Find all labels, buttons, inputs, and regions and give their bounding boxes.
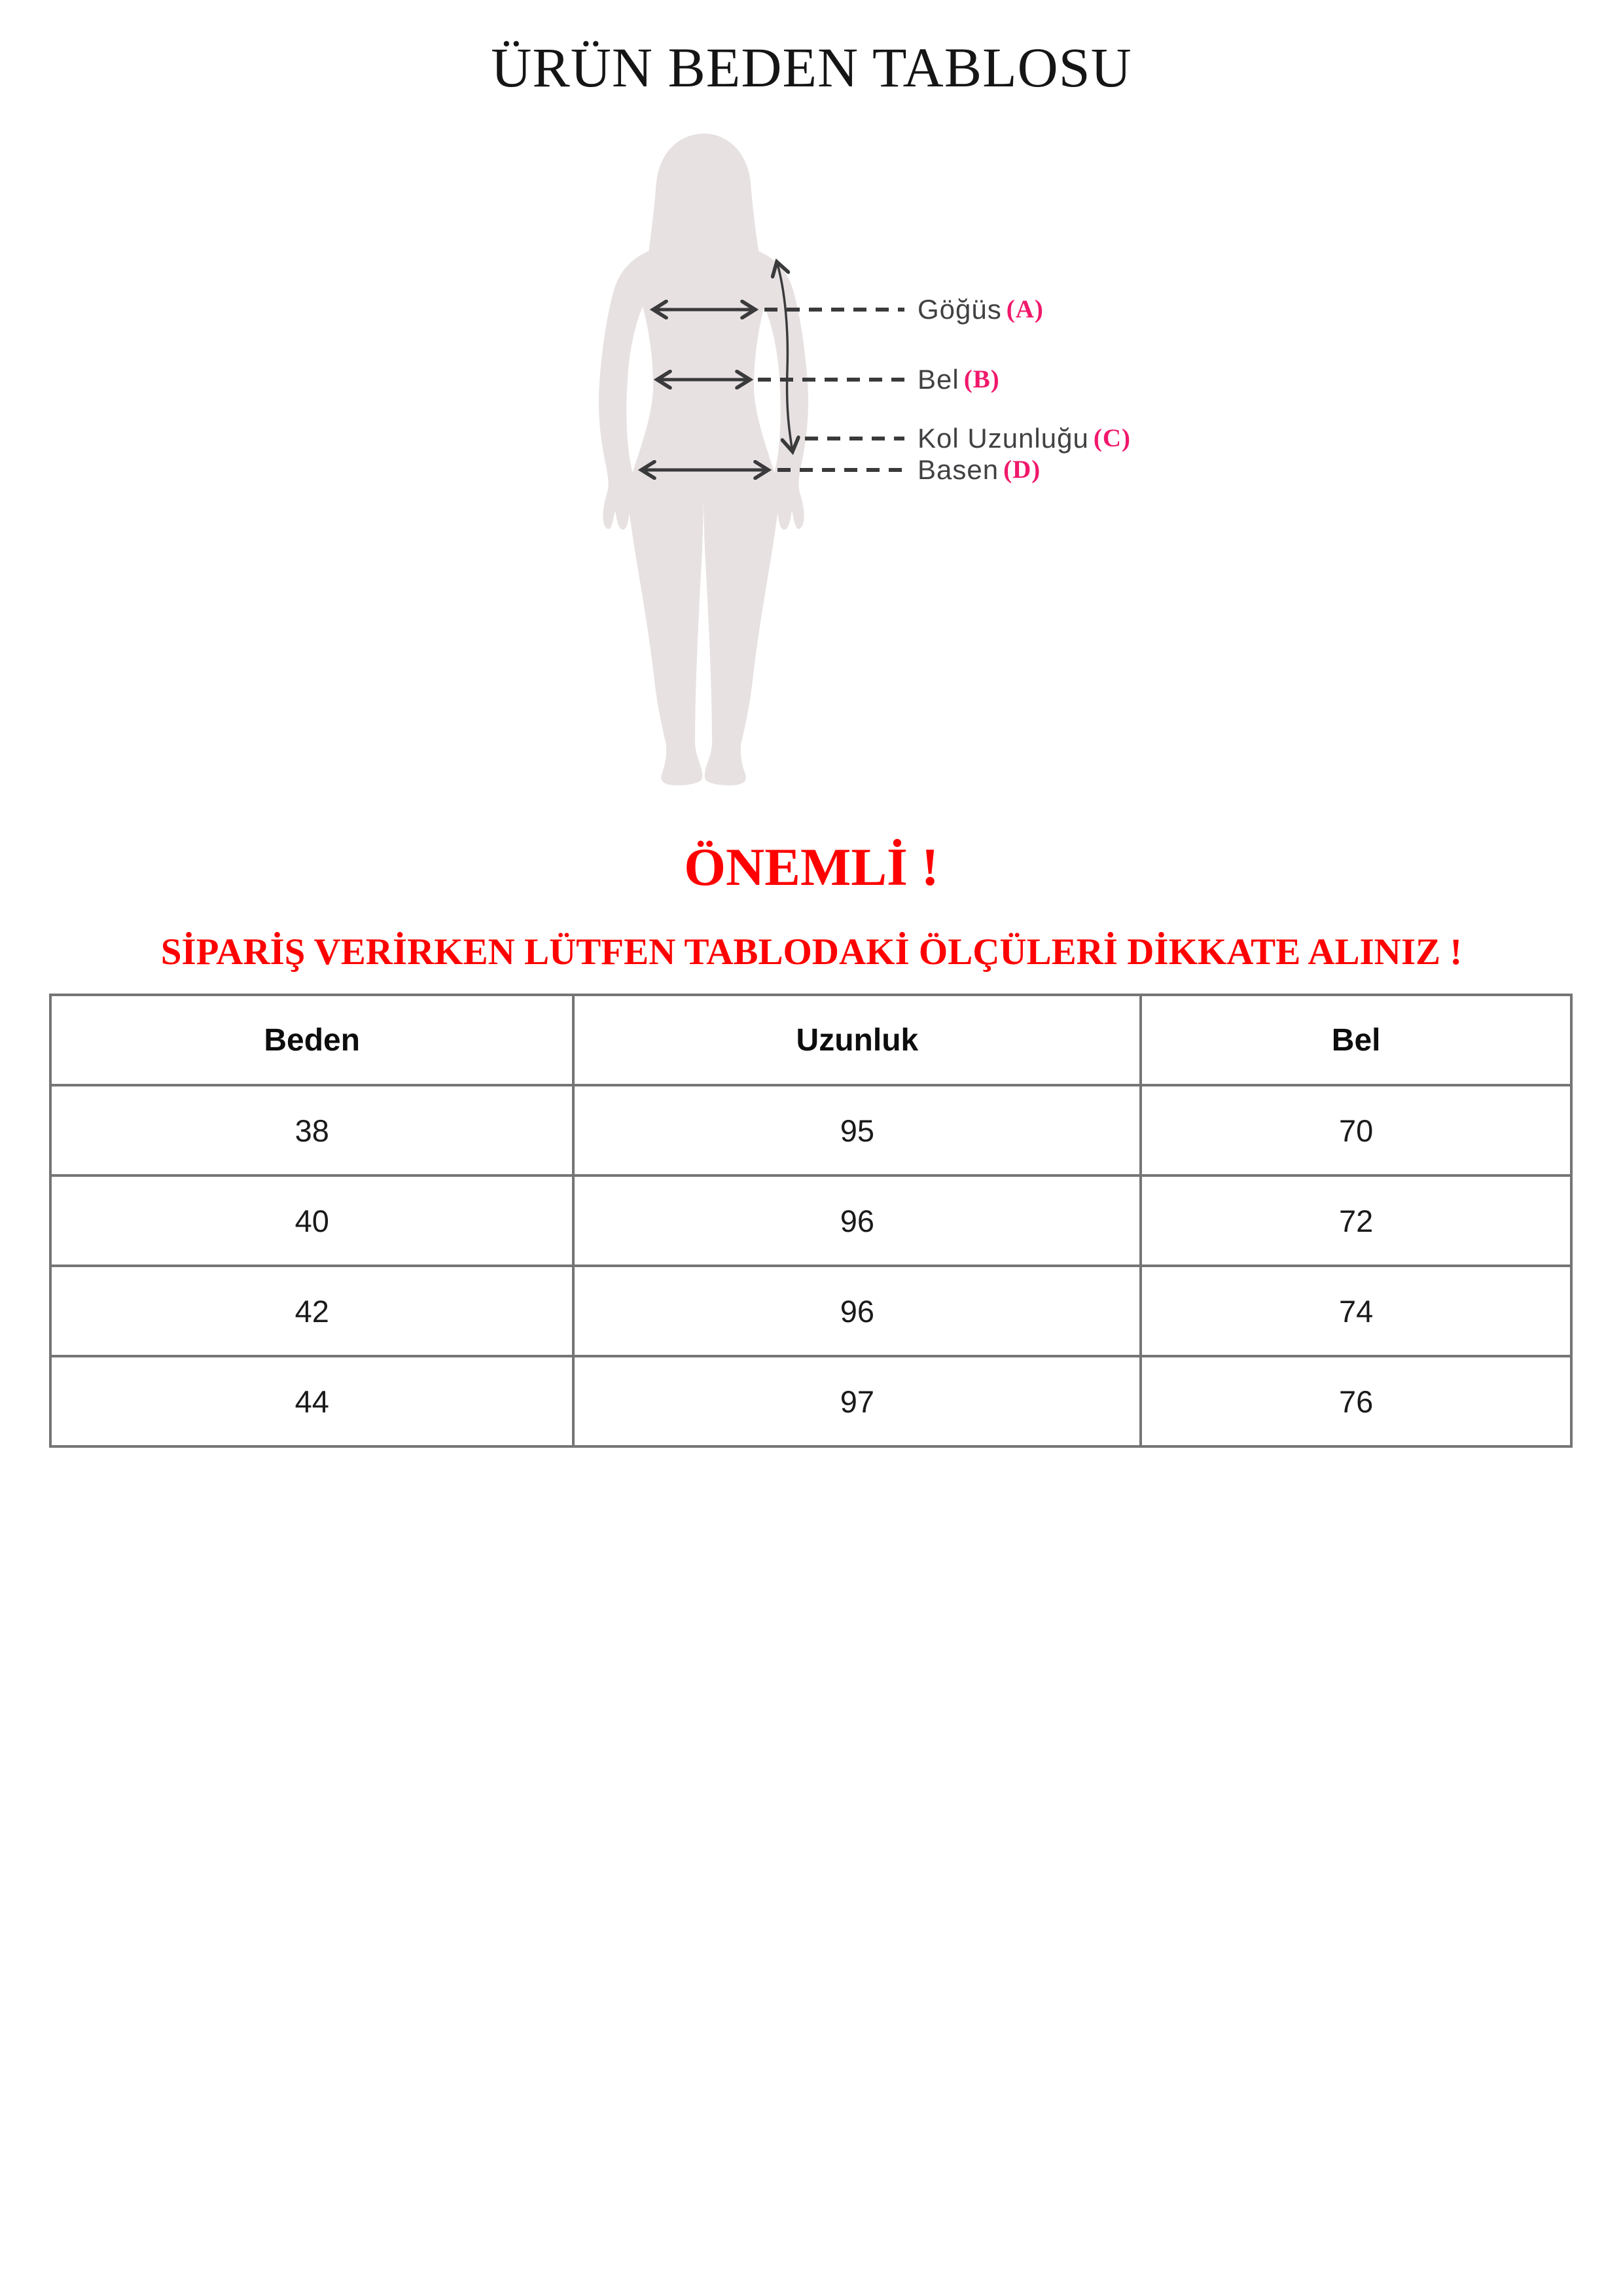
measurement-label-text: Bel bbox=[918, 364, 959, 395]
table-cell-waist: 76 bbox=[1139, 1355, 1573, 1448]
warning-subheading: SİPARİŞ VERİRKEN LÜTFEN TABLODAKİ ÖLÇÜLE… bbox=[160, 931, 1463, 973]
measurement-code: (C) bbox=[1093, 424, 1131, 452]
size-table: Beden Uzunluk Bel 38 95 70 40 96 72 42 9… bbox=[48, 994, 1573, 1448]
table-cell-waist: 74 bbox=[1139, 1265, 1573, 1357]
size-table-row: 38 95 70 bbox=[48, 1084, 1573, 1177]
measurement-label-waist: Bel (B) bbox=[918, 363, 1000, 396]
table-cell-length: 95 bbox=[572, 1084, 1143, 1177]
size-table-header-uzunluk: Uzunluk bbox=[572, 994, 1143, 1086]
table-cell-size: 42 bbox=[48, 1265, 575, 1357]
measurement-code: (B) bbox=[963, 365, 1000, 393]
size-table-row: 42 96 74 bbox=[48, 1265, 1573, 1357]
warning-heading: ÖNEMLİ ! bbox=[684, 837, 939, 897]
table-cell-size: 38 bbox=[48, 1084, 575, 1177]
table-cell-waist: 72 bbox=[1139, 1174, 1573, 1267]
measurement-label-chest: Göğüs (A) bbox=[918, 293, 1044, 326]
measurement-label-hip: Basen (D) bbox=[918, 454, 1041, 486]
body-silhouette-figure bbox=[598, 134, 904, 785]
size-table-header-beden: Beden bbox=[48, 994, 575, 1086]
size-guide-figure: Göğüs (A) Bel (B) Kol Uzunluğu (C) Basen (D) bbox=[0, 0, 1623, 851]
measurement-code: (D) bbox=[1003, 456, 1041, 484]
silhouette-body bbox=[598, 240, 809, 785]
size-table-row: 44 97 76 bbox=[48, 1355, 1573, 1448]
page-title: ÜRÜN BEDEN TABLOSU bbox=[491, 36, 1132, 99]
measurement-label-text: Kol Uzunluğu bbox=[918, 423, 1089, 454]
table-cell-length: 97 bbox=[572, 1355, 1143, 1448]
table-cell-length: 96 bbox=[572, 1174, 1143, 1267]
measurement-label-text: Göğüs bbox=[918, 294, 1002, 325]
table-cell-length: 96 bbox=[572, 1265, 1143, 1357]
arm-length-arrow bbox=[777, 262, 793, 452]
size-table-header-row: Beden Uzunluk Bel bbox=[48, 994, 1573, 1086]
table-cell-size: 44 bbox=[48, 1355, 575, 1448]
measurement-label-arm-length: Kol Uzunluğu (C) bbox=[918, 422, 1131, 455]
table-cell-size: 40 bbox=[48, 1174, 575, 1267]
table-cell-waist: 70 bbox=[1139, 1084, 1573, 1177]
size-table-header-bel: Bel bbox=[1139, 994, 1573, 1086]
size-table-row: 40 96 72 bbox=[48, 1174, 1573, 1267]
measurement-code: (A) bbox=[1006, 295, 1044, 323]
measurement-label-text: Basen bbox=[918, 454, 999, 485]
